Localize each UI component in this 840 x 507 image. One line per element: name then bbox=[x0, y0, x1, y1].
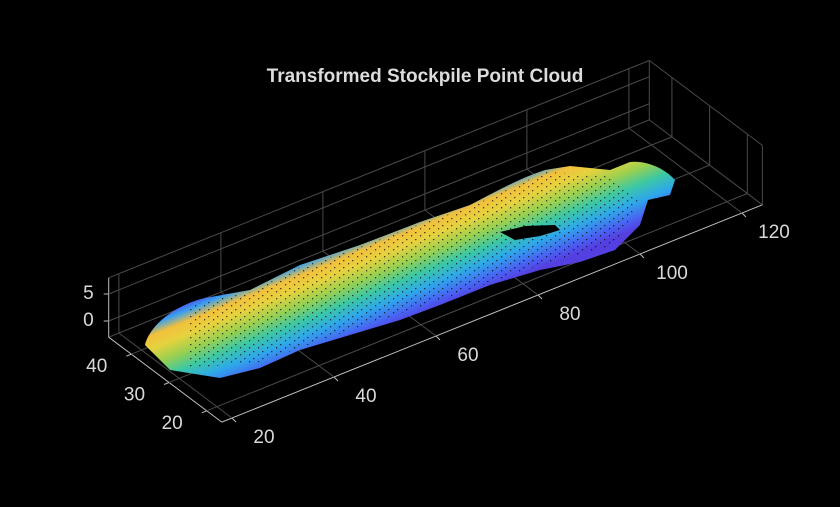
point-cloud-hole bbox=[500, 225, 560, 240]
grid-line bbox=[206, 193, 748, 412]
x-tick-label: 100 bbox=[656, 263, 688, 284]
point-cloud bbox=[145, 161, 675, 378]
y-tick-label: 40 bbox=[86, 356, 107, 377]
x-tick-label: 60 bbox=[457, 345, 478, 366]
x-tick bbox=[333, 376, 339, 382]
y-axis bbox=[108, 336, 223, 423]
grid-line bbox=[108, 103, 650, 322]
y-tick-label: 30 bbox=[124, 384, 145, 405]
chart-title: Transformed Stockpile Point Cloud bbox=[267, 66, 584, 87]
x-tick bbox=[639, 253, 645, 259]
box-edge bbox=[108, 60, 650, 279]
x-tick-label: 120 bbox=[758, 222, 790, 243]
y-tick bbox=[126, 353, 132, 357]
y-tick bbox=[201, 410, 207, 414]
grid-line bbox=[108, 76, 650, 295]
y-tick bbox=[163, 382, 170, 385]
x-tick-label: 80 bbox=[559, 304, 580, 325]
grid-line bbox=[628, 127, 743, 214]
box-edge bbox=[648, 119, 763, 206]
x-tick-label: 40 bbox=[355, 386, 376, 407]
x-tick bbox=[231, 417, 237, 423]
y-tick-label: 20 bbox=[162, 413, 183, 434]
z-tick-label: 5 bbox=[83, 283, 94, 304]
point-cloud-speckle bbox=[190, 172, 640, 368]
x-tick bbox=[537, 294, 543, 300]
grid-line bbox=[118, 332, 233, 419]
z-tick-label: 0 bbox=[83, 310, 94, 331]
x-axis bbox=[221, 204, 763, 423]
box-edge bbox=[648, 60, 763, 146]
x-tick bbox=[435, 335, 441, 341]
x-tick bbox=[741, 212, 747, 218]
x-tick-label: 20 bbox=[253, 427, 274, 448]
